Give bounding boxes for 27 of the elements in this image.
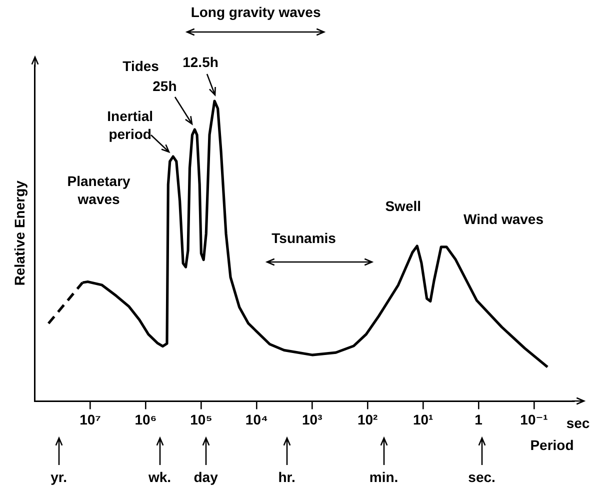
x-tick-label: 10⁶ (134, 411, 157, 428)
annotation: 12.5h (182, 53, 218, 72)
text: min. (369, 468, 398, 486)
y-axis-title: Relative Energy (11, 180, 28, 286)
annotation: Inertial period (106, 106, 154, 143)
text: day (194, 468, 218, 486)
x-tick-label: 10⁴ (245, 411, 268, 428)
x-axis-title: Period (530, 436, 574, 454)
text: Long gravity waves (190, 3, 321, 21)
x-tick-label: 1 (474, 411, 483, 428)
x-tick-label: 10² (357, 411, 378, 428)
x-tick-label: 10¹ (412, 411, 434, 428)
x-tick-label: 10⁵ (190, 411, 212, 428)
annotation: Tsunamis (272, 229, 336, 247)
annotation: Swell (385, 197, 422, 215)
annotation: 25h (152, 76, 177, 95)
x-tick-label: 10⁻¹ (520, 411, 548, 428)
text: sec. (468, 468, 496, 486)
annotation: Wind waves (463, 210, 544, 228)
text: Tides (122, 57, 159, 75)
text: yr. (50, 468, 67, 486)
text: sec (566, 414, 590, 432)
annotation: Planetary waves (66, 172, 132, 208)
text: hr. (278, 468, 296, 486)
text: wk. (148, 468, 172, 486)
x-tick-label: 10⁷ (80, 411, 102, 428)
x-tick-label: 10³ (302, 411, 323, 428)
